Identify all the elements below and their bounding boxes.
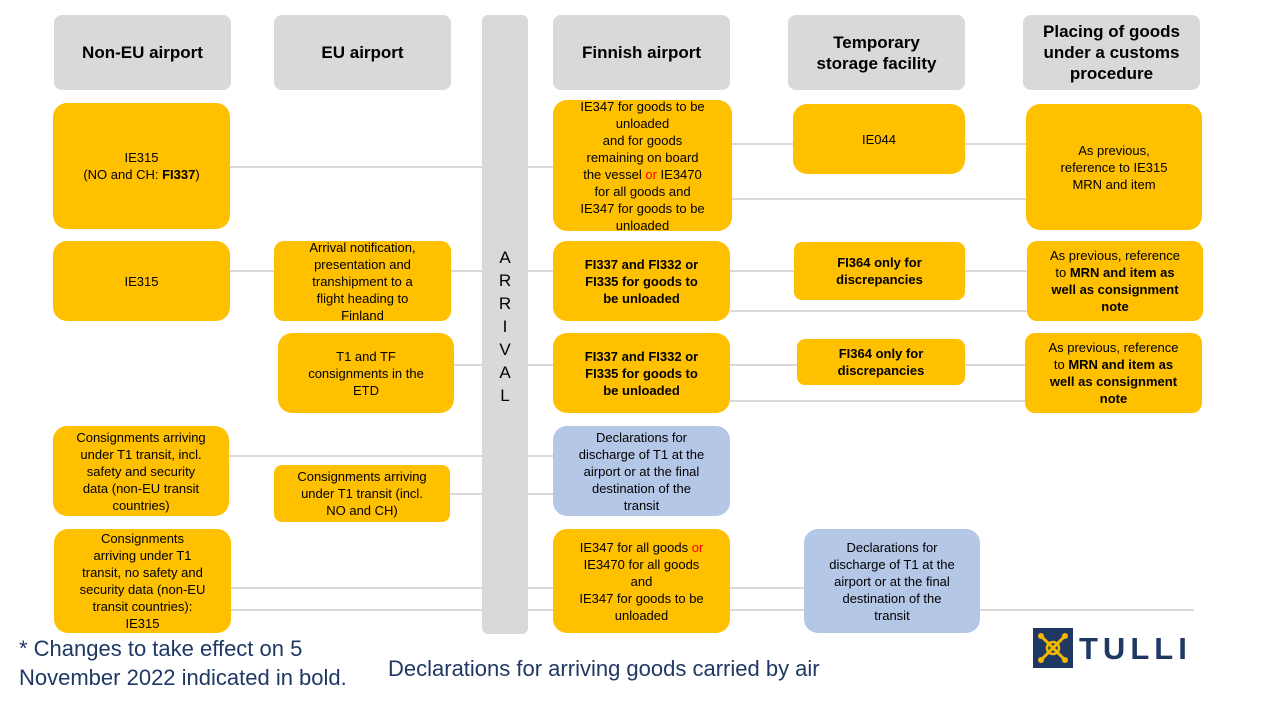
row1-placing-box: As previous, reference to IE315 MRN and … (1026, 104, 1202, 230)
row1-non-eu-box: IE315 (NO and CH: FI337) (53, 103, 230, 229)
connector-line (964, 143, 1027, 145)
row5-finnish-text-a: IE347 for all goods (579, 539, 692, 555)
connector-line (730, 400, 1026, 402)
connector-line (964, 364, 1026, 366)
arrival-label: A R R I V A L (498, 248, 512, 405)
row4-eu-box: Consignments arriving under T1 transit (… (274, 465, 450, 522)
row2-placing-text: As previous, reference to (1049, 248, 1181, 280)
row3-temp-box: FI364 only for discrepancies (797, 339, 965, 385)
connector-line (964, 270, 1028, 272)
row1-finnish-text-b: IE3470 for all goods and IE347 for goods… (580, 166, 705, 232)
row5-non-eu-box: Consignments arriving under T1 transit, … (54, 529, 231, 633)
connector-line (230, 587, 554, 589)
row3-placing-text: As previous, reference to (1048, 340, 1179, 372)
row1-non-eu-close: ) (195, 167, 200, 182)
row1-temp-box: IE044 (793, 104, 965, 174)
row3-eu-box: T1 and TF consignments in the ETD (278, 333, 454, 413)
connector-line (228, 455, 554, 457)
connector-line (730, 364, 798, 366)
header-non-eu-airport: Non-EU airport (54, 15, 231, 90)
row5-finnish-text-b: IE3470 for all goods and IE347 for goods… (579, 556, 704, 623)
header-finnish-airport: Finnish airport (553, 15, 730, 90)
row1-finnish-box: IE347 for goods to be unloaded and for g… (553, 100, 732, 231)
connector-line (730, 198, 1028, 200)
connector-line (229, 270, 275, 272)
row2-non-eu-box: IE315 (53, 241, 230, 321)
connector-line (730, 270, 795, 272)
header-placing-under-procedure: Placing of goods under a customs procedu… (1023, 15, 1200, 90)
row2-placing-box: As previous, reference to MRN and item a… (1027, 241, 1203, 321)
row2-placing-bold: MRN and item as well as consignment note (1051, 265, 1179, 314)
tulli-logo-text: TULLI (1079, 631, 1192, 666)
connector-line (730, 310, 1028, 312)
row1-non-eu-bold: FI337 (162, 167, 196, 182)
row5-finnish-box: IE347 for all goods or IE3470 for all go… (553, 529, 730, 633)
row5-temp-box: Declarations for discharge of T1 at the … (804, 529, 980, 633)
arrival-bar (482, 15, 528, 634)
row2-eu-box: Arrival notification, presentation and t… (274, 241, 451, 321)
row3-placing-box: As previous, reference to MRN and item a… (1025, 333, 1202, 413)
connector-line (229, 166, 554, 168)
diagram-caption: Declarations for arriving goods carried … (388, 656, 820, 681)
row1-non-eu-text: IE315 (NO and CH: (83, 150, 159, 182)
footnote: * Changes to take effect on 5 November 2… (19, 636, 347, 690)
row4-finnish-box: Declarations for discharge of T1 at the … (553, 426, 730, 516)
row1-finnish-or: or (645, 166, 657, 182)
row4-non-eu-box: Consignments arriving under T1 transit, … (53, 426, 229, 516)
row3-placing-bold: MRN and item as well as consignment note (1049, 357, 1178, 406)
tulli-emblem-icon (1033, 628, 1073, 668)
row2-temp-box: FI364 only for discrepancies (794, 242, 965, 300)
row3-finnish-box: FI337 and FI332 or FI335 for goods to be… (553, 333, 730, 413)
header-temporary-storage: Temporary storage facility (788, 15, 965, 90)
connector-line (730, 143, 794, 145)
row5-finnish-or: or (691, 539, 704, 555)
connector-line (730, 587, 805, 589)
row2-finnish-box: FI337 and FI332 or FI335 for goods to be… (553, 241, 730, 321)
header-eu-airport: EU airport (274, 15, 451, 90)
row1-finnish-text-a: IE347 for goods to be unloaded and for g… (580, 100, 705, 182)
